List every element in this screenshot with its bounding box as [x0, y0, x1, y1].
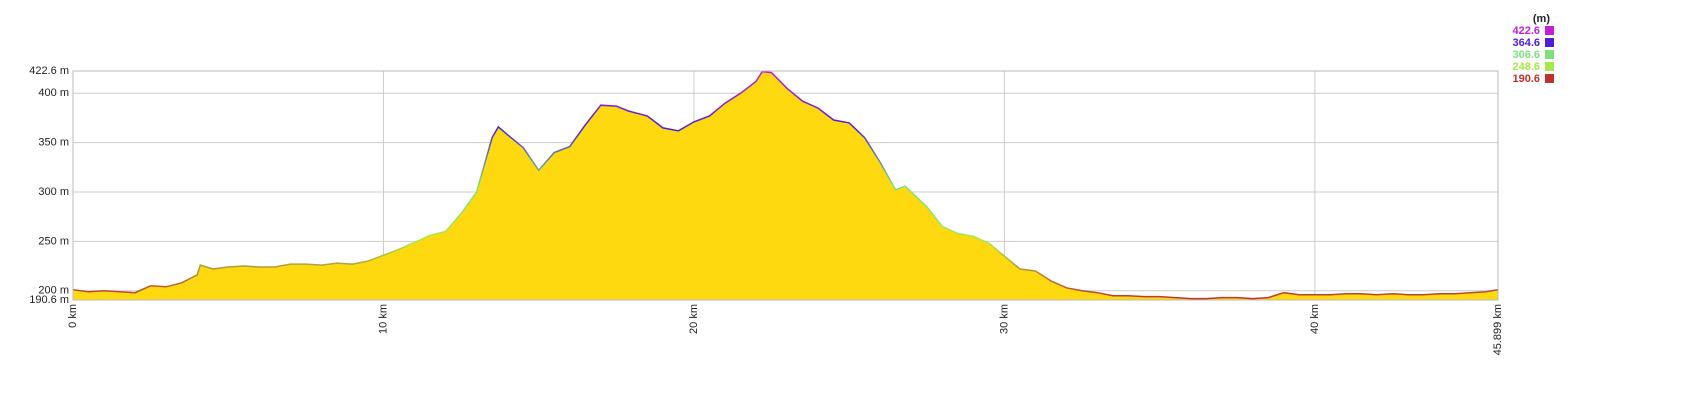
elevation-line	[72, 70, 1499, 300]
x-tick-label: 45.899 km	[1492, 304, 1504, 355]
y-tick-label: 350 m	[38, 137, 69, 149]
x-tick-label: 40 km	[1309, 304, 1321, 334]
legend-title: (m)	[1533, 13, 1550, 25]
legend-swatch	[1545, 74, 1554, 83]
legend-swatch	[1545, 38, 1554, 47]
x-tick-label: 30 km	[998, 304, 1010, 334]
legend-label: 248.6	[1512, 61, 1540, 73]
y-tick-label: 422.6 m	[29, 65, 69, 77]
x-tick-label: 10 km	[377, 304, 389, 334]
legend-label: 190.6	[1512, 73, 1540, 85]
y-tick-label: 200 m	[38, 285, 69, 297]
y-tick-label: 190.6 m	[29, 294, 69, 306]
elevation-area	[73, 71, 1498, 300]
legend-swatch	[1545, 62, 1554, 71]
legend-swatch	[1545, 50, 1554, 59]
legend-label: 364.6	[1512, 37, 1540, 49]
y-tick-label: 250 m	[38, 235, 69, 247]
legend-label: 422.6	[1512, 25, 1540, 37]
plot-border	[72, 70, 1499, 301]
x-tick-label: 0 km	[67, 304, 79, 328]
legend-label: 306.6	[1512, 49, 1540, 61]
y-tick-label: 400 m	[38, 87, 69, 99]
legend-swatch	[1545, 26, 1554, 35]
x-tick-label: 20 km	[688, 304, 700, 334]
y-tick-label: 300 m	[38, 186, 69, 198]
